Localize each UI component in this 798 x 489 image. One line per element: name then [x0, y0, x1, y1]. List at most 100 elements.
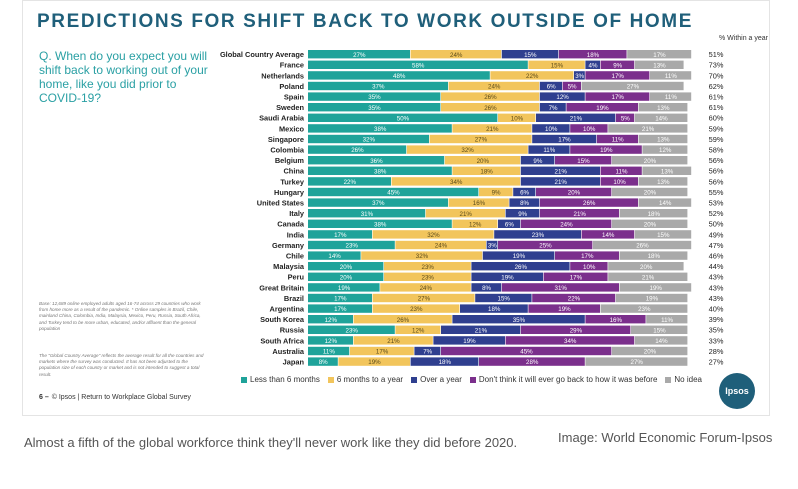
data-label-chile-3: 17%: [581, 253, 594, 260]
data-label-italy-0: 31%: [361, 211, 374, 218]
bar-segment-russia-4: [631, 325, 688, 334]
bar-segment-colombia-4: [642, 145, 688, 154]
data-label-united-states-0: 37%: [372, 200, 385, 207]
within-year-value-germany: 47%: [709, 241, 724, 250]
data-label-colombia-4: 12%: [659, 147, 672, 154]
bar-segment-india-3: [581, 230, 635, 239]
slide-footer: 6 – © Ipsos | Return to Workplace Global …: [39, 394, 191, 401]
bar-segment-argentina-1: [372, 304, 460, 313]
country-label-chile: Chile: [286, 252, 304, 261]
bar-segment-russia-1: [395, 325, 441, 334]
data-label-south-africa-3: 34%: [564, 338, 577, 345]
data-label-peru-1: 23%: [422, 274, 435, 281]
bar-segment-spain-1: [441, 92, 540, 101]
bar-segment-south-korea-2: [452, 315, 585, 324]
bar-segment-peru-1: [384, 272, 471, 281]
data-label-argentina-3: 19%: [558, 306, 571, 313]
data-label-netherlands-1: 22%: [526, 73, 539, 80]
data-label-global-country-average-0: 27%: [353, 52, 366, 59]
country-label-japan: Japan: [283, 358, 305, 367]
data-label-china-1: 18%: [480, 168, 493, 175]
bar-segment-japan-4: [585, 357, 688, 366]
bar-segment-india-0: [308, 230, 372, 239]
data-label-russia-1: 12%: [412, 327, 425, 334]
bar-segment-malaysia-0: [308, 262, 384, 271]
bar-segment-china-0: [308, 166, 452, 175]
bar-segment-great-britain-2: [471, 283, 502, 292]
data-label-japan-0: 8%: [319, 359, 328, 366]
data-label-australia-1: 17%: [376, 349, 389, 356]
data-label-germany-3: 25%: [539, 243, 552, 250]
data-label-canada-1: 12%: [469, 221, 482, 228]
data-label-japan-3: 28%: [526, 359, 539, 366]
bar-segment-china-3: [600, 166, 642, 175]
data-label-russia-2: 21%: [475, 327, 488, 334]
country-label-canada: Canada: [277, 220, 305, 229]
within-year-value-south-korea: 39%: [709, 315, 724, 324]
bar-segment-france-4: [634, 60, 684, 69]
bar-segment-united-states-3: [539, 198, 638, 207]
legend-item-4: No idea: [665, 375, 702, 384]
bar-segment-chile-2: [482, 251, 555, 260]
data-label-netherlands-0: 48%: [393, 73, 406, 80]
bar-segment-belgium-2: [520, 156, 555, 165]
data-label-france-3: 9%: [613, 62, 622, 69]
data-label-saudi-arabia-4: 14%: [655, 115, 668, 122]
image-credit: Image: World Economic Forum-Ipsos: [558, 430, 773, 445]
data-label-france-4: 13%: [653, 62, 666, 69]
data-label-canada-4: 20%: [644, 221, 657, 228]
data-label-japan-4: 27%: [631, 359, 644, 366]
bar-segment-china-1: [452, 166, 521, 175]
bar-segment-spain-0: [308, 92, 441, 101]
data-label-spain-3: 17%: [612, 94, 625, 101]
bar-segment-belgium-4: [612, 156, 688, 165]
country-label-russia: Russia: [280, 326, 305, 335]
bar-segment-malaysia-3: [570, 262, 608, 271]
bar-segment-australia-1: [349, 346, 414, 356]
data-label-poland-1: 24%: [488, 84, 501, 91]
bar-segment-brazil-1: [372, 293, 475, 303]
data-label-canada-0: 38%: [374, 221, 387, 228]
data-label-chile-4: 18%: [648, 253, 661, 260]
data-label-germany-4: 26%: [636, 243, 649, 250]
country-label-south-africa: South Africa: [260, 336, 305, 345]
bar-segment-united-states-2: [509, 198, 540, 207]
bar-segment-south-africa-1: [353, 336, 433, 345]
data-label-netherlands-2: 3%: [575, 73, 584, 80]
bar-segment-italy-0: [308, 209, 426, 218]
data-label-china-0: 38%: [374, 168, 387, 175]
bar-segment-germany-2: [486, 240, 498, 250]
within-year-value-global-country-average: 51%: [709, 50, 724, 59]
data-label-russia-0: 23%: [346, 327, 359, 334]
country-label-sweden: Sweden: [276, 103, 304, 112]
data-label-singapore-0: 32%: [363, 137, 376, 144]
bar-segment-mexico-3: [570, 124, 608, 133]
bar-segment-canada-1: [452, 219, 498, 228]
legend-swatch-3: [469, 376, 476, 383]
data-label-great-britain-0: 19%: [338, 285, 351, 292]
data-label-chile-2: 19%: [513, 253, 526, 260]
image-caption: Almost a fifth of the global workforce t…: [24, 435, 518, 450]
data-label-netherlands-4: 11%: [665, 73, 677, 80]
data-label-south-korea-3: 16%: [610, 317, 623, 324]
bar-segment-netherlands-4: [650, 71, 692, 80]
bar-segment-hungary-2: [513, 187, 536, 197]
bar-segment-spain-4: [650, 92, 692, 101]
data-label-japan-1: 19%: [368, 359, 381, 366]
bar-segment-argentina-2: [460, 304, 528, 313]
within-year-value-australia: 28%: [709, 347, 724, 356]
within-year-value-france: 73%: [709, 61, 724, 70]
country-label-peru: Peru: [288, 273, 305, 282]
data-label-belgium-3: 15%: [577, 158, 590, 165]
data-label-global-country-average-3: 18%: [587, 52, 600, 59]
bar-segment-chile-1: [361, 251, 483, 260]
data-label-hungary-0: 45%: [387, 190, 400, 197]
bar-segment-germany-3: [498, 240, 593, 250]
country-label-belgium: Belgium: [275, 156, 305, 165]
data-label-south-korea-4: 11%: [661, 317, 673, 324]
within-year-value-belgium: 56%: [709, 156, 724, 165]
legend-item-3: Don't think it will ever go back to how …: [469, 375, 657, 384]
bar-segment-hungary-1: [479, 187, 513, 197]
data-label-italy-2: 9%: [518, 211, 527, 218]
bar-segment-italy-4: [619, 209, 688, 218]
